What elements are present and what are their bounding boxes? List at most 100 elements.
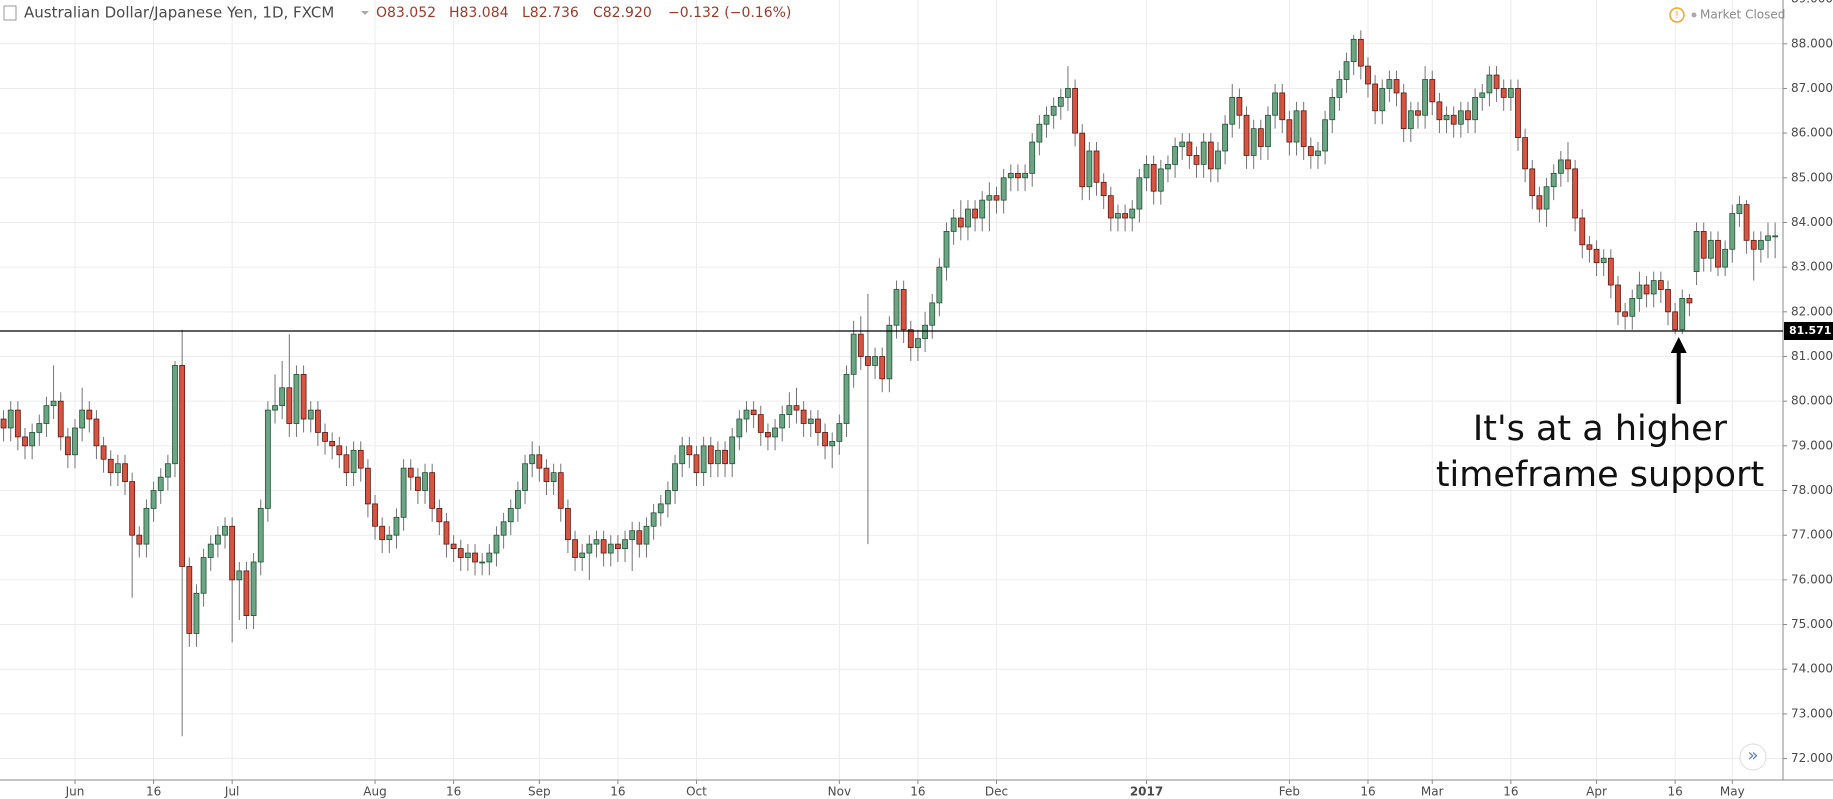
candle-body [1086,150,1093,188]
candle-body [1343,61,1350,80]
candle-body [1750,239,1757,250]
candle-body [443,521,450,545]
candle-body [615,543,621,549]
price-label-box [1784,321,1833,340]
y-tick-label: 82.000 [1791,304,1833,318]
candle-body [29,432,36,447]
candle-body [107,458,114,474]
scroll-button[interactable] [1739,743,1767,771]
candle-body [336,445,343,456]
candle-body [150,490,157,509]
warning-mark: ! [1675,10,1679,21]
candle-body [1565,159,1571,170]
candles [0,30,1779,737]
candle-body [1657,280,1664,290]
candle-body [1650,280,1657,295]
candle-body [422,472,428,491]
candle-body [993,195,1000,201]
candle-body [14,409,21,438]
candle-body [600,539,607,554]
candle-body [1000,177,1007,201]
candle-body [1022,172,1028,179]
candle-body [1465,110,1471,121]
candle-body [1229,96,1236,125]
candle-body [1115,213,1121,219]
candle-body [493,534,500,554]
candle-body [193,592,200,634]
candle-body [1165,163,1171,170]
candle-body [400,467,407,518]
candle-body [707,445,714,465]
candle-body [750,409,757,415]
x-tick-label: Jun [65,785,85,799]
candle-body [36,423,43,433]
candle-body [1522,137,1529,170]
candle-body [957,217,964,228]
candle-body [1629,298,1636,317]
candle-body [364,467,371,505]
candle-body [379,525,386,541]
candle-body [1300,110,1307,147]
x-tick-label: 16 [1360,785,1375,799]
candle-body [72,427,78,456]
change: −0.132 (−0.16%) [668,5,791,21]
candle-body [936,266,943,304]
candle-body [1236,96,1243,116]
candle-body [679,445,686,465]
annotation: It's at a higher [1473,409,1728,449]
candle-body [507,507,514,523]
candle-body [822,432,828,447]
grid [0,0,1783,780]
candle-body [1150,163,1157,192]
candle-body [1322,119,1329,152]
x-tick-label: 16 [1503,785,1518,799]
candle-body [1172,146,1178,165]
candle-body [1622,311,1629,317]
candle-body [1457,110,1464,125]
candle-body [1179,141,1186,147]
y-tick-label: 85.000 [1791,170,1833,184]
candle-body [1500,88,1507,98]
dropdown-icon[interactable] [361,11,369,15]
x-tick-label: 16 [146,785,161,799]
market-status: Market Closed [1700,8,1785,22]
candle-body [343,454,350,474]
x-tick-label: 16 [1667,785,1682,799]
candle-body [800,409,807,424]
candle-body [915,338,921,348]
candle-body [1257,128,1264,147]
candle-body [1272,92,1279,116]
scroll-icon: » [1747,745,1758,766]
candle-body [686,445,693,456]
candle-body [1186,141,1193,156]
candle-body [1136,177,1143,210]
candle-body [1250,128,1257,156]
candle-body [236,570,243,581]
candle-body [1529,168,1536,197]
candle-body [1722,248,1729,268]
candle-body [1607,257,1614,286]
candle-body [657,503,664,514]
candle-body [1286,119,1293,143]
x-tick-label: 16 [446,785,461,799]
candle-body [1100,181,1107,197]
y-tick-label: 84.000 [1791,215,1833,229]
candle-body [650,512,657,527]
candle-body [986,195,993,201]
candle-body [514,490,521,509]
candle-body [129,481,136,536]
x-tick-label: Oct [686,785,707,799]
candle-body [1429,79,1436,103]
candle-body [314,409,321,433]
candle-body [1379,88,1386,112]
warning-icon[interactable] [1669,7,1685,23]
candle-body [1586,244,1593,250]
candle-body [1207,141,1214,170]
candle-body [264,409,271,509]
candle-body [1515,88,1521,138]
candle-body [950,217,957,232]
y-tick-label: 89.000 [1791,0,1833,6]
candle-body [943,231,950,268]
candle-body [257,507,264,563]
